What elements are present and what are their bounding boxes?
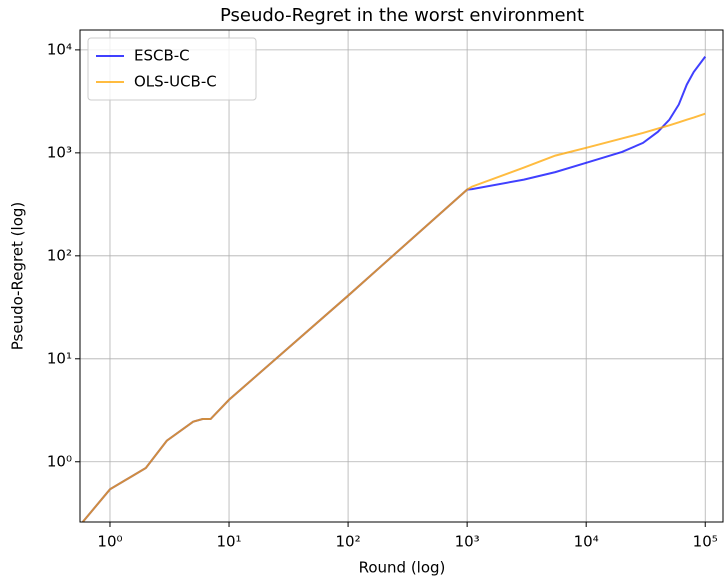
y-tick-label: 10⁴ — [47, 40, 72, 58]
x-tick-label: 10⁵ — [693, 533, 718, 551]
x-tick-label: 10¹ — [216, 533, 241, 551]
x-tick-label: 10⁴ — [574, 533, 599, 551]
line-series — [81, 112, 706, 522]
legend-label: ESCB-C — [134, 47, 190, 65]
y-tick-label: 10² — [47, 246, 72, 264]
x-axis-label: Round (log) — [359, 559, 446, 577]
x-tick-label: 10² — [336, 533, 361, 551]
line-series — [81, 56, 707, 522]
chart-title: Pseudo-Regret in the worst environment — [220, 5, 584, 26]
legend-label: OLS-UCB-C — [134, 73, 217, 91]
y-tick-label: 10¹ — [47, 349, 72, 367]
y-tick-label: 10⁰ — [47, 452, 72, 470]
x-tick-label: 10⁰ — [97, 533, 122, 551]
x-tick-label: 10³ — [455, 533, 480, 551]
y-axis-label: Pseudo-Regret (log) — [9, 202, 27, 351]
y-tick-label: 10³ — [47, 143, 72, 161]
legend-box — [87, 37, 257, 101]
plot-frame — [79, 29, 724, 523]
